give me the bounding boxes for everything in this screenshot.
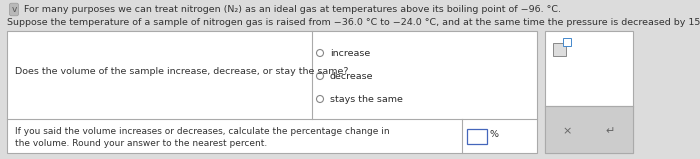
Text: v: v <box>11 5 17 14</box>
Bar <box>545 31 633 153</box>
Circle shape <box>316 96 323 103</box>
Bar <box>545 106 633 153</box>
Text: Suppose the temperature of a sample of nitrogen gas is raised from −36.0 °C to −: Suppose the temperature of a sample of n… <box>7 18 700 27</box>
Bar <box>563 38 571 46</box>
Circle shape <box>316 73 323 80</box>
Text: increase: increase <box>330 49 370 58</box>
Text: ↵: ↵ <box>606 126 615 136</box>
Circle shape <box>316 49 323 56</box>
Text: decrease: decrease <box>330 72 374 81</box>
Text: ×: × <box>562 126 572 136</box>
Text: %: % <box>489 130 498 139</box>
Text: Does the volume of the sample increase, decrease, or stay the same?: Does the volume of the sample increase, … <box>15 67 349 76</box>
Text: For many purposes we can treat nitrogen (N₂) as an ideal gas at temperatures abo: For many purposes we can treat nitrogen … <box>24 5 561 14</box>
Text: stays the same: stays the same <box>330 95 403 104</box>
Text: If you said the volume increases or decreases, calculate the percentage change i: If you said the volume increases or decr… <box>15 127 390 136</box>
Text: the volume. Round your answer to the nearest percent.: the volume. Round your answer to the nea… <box>15 139 267 148</box>
Bar <box>7 31 537 153</box>
Bar <box>467 129 487 144</box>
Bar <box>553 43 566 56</box>
